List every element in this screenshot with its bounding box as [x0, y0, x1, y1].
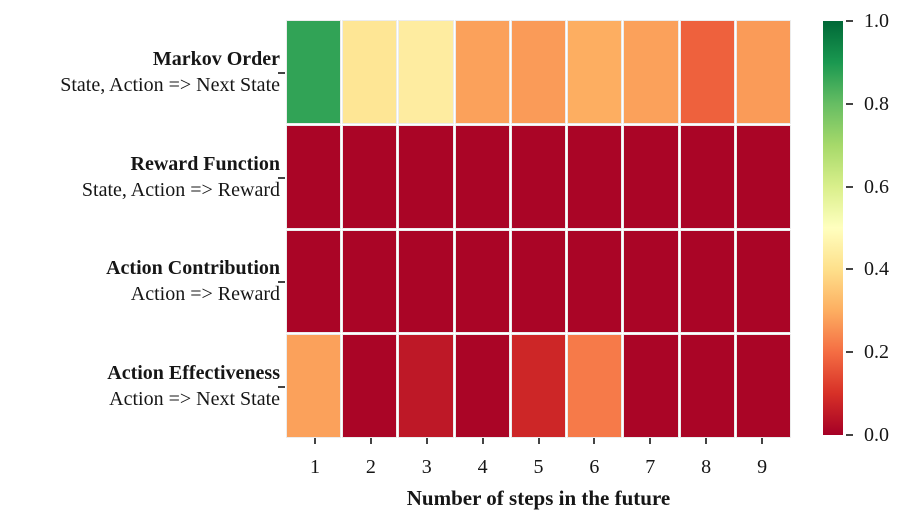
colorbar-tick — [846, 268, 853, 271]
heatmap-cell — [342, 20, 398, 124]
heatmap-cell — [454, 124, 510, 229]
x-axis-tick-label: 2 — [365, 456, 376, 478]
x-axis-tick — [399, 438, 455, 444]
heatmap-cell — [398, 229, 454, 334]
y-axis-tick — [278, 72, 285, 74]
x-axis-tick — [511, 438, 567, 444]
row-title: Action Effectiveness — [107, 362, 280, 384]
x-axis-tick-label: 1 — [309, 456, 320, 478]
x-axis-title: Number of steps in the future — [406, 486, 671, 510]
colorbar — [823, 21, 843, 435]
colorbar-tick-label: 0.4 — [864, 258, 889, 281]
colorbar-tick-label: 1.0 — [864, 10, 889, 32]
x-axis-tick-label: 8 — [701, 456, 712, 478]
heatmap-cell — [623, 334, 679, 438]
heatmap-cell — [285, 124, 342, 229]
row-label-action-effectiveness: Action Effectiveness Action => Next Stat… — [0, 360, 280, 412]
x-axis-ticks — [287, 438, 790, 444]
row-subtitle: Action => Reward — [130, 283, 280, 305]
row-subtitle: Action => Next State — [109, 388, 280, 410]
heatmap-cell — [510, 20, 567, 124]
row-title: Markov Order — [152, 48, 280, 70]
x-axis-tick-label: 3 — [421, 456, 432, 478]
x-axis-tick-label: 9 — [757, 456, 768, 478]
heatmap-cell — [567, 124, 623, 229]
row-label-reward-function: Reward Function State, Action => Reward — [0, 151, 280, 203]
heatmap-cell — [342, 334, 398, 438]
row-title: Action Contribution — [106, 257, 280, 279]
colorbar-tick-label: 0.2 — [864, 341, 889, 364]
heatmap-cell — [623, 229, 679, 334]
heatmap-cell — [567, 20, 623, 124]
heatmap-cell — [285, 20, 342, 124]
colorbar-tick — [846, 20, 853, 22]
x-axis-tick — [622, 438, 678, 444]
heatmap-cell — [342, 124, 398, 229]
heatmap-cell — [735, 229, 791, 334]
row-title: Reward Function — [130, 153, 280, 175]
heatmap-cell — [398, 124, 454, 229]
colorbar-tick-label: 0.0 — [864, 424, 889, 446]
x-axis-tick — [566, 438, 622, 444]
colorbar-tick — [846, 434, 853, 436]
heatmap-cell — [398, 20, 454, 124]
heatmap-cell — [679, 229, 735, 334]
row-label-markov-order: Markov Order State, Action => Next State — [0, 46, 280, 98]
heatmap-grid — [285, 20, 791, 438]
heatmap-cell — [398, 334, 454, 438]
heatmap-cell — [567, 334, 623, 438]
x-axis-tick — [343, 438, 399, 444]
x-axis-tick — [734, 438, 790, 444]
heatmap-cell — [510, 229, 567, 334]
heatmap-cell — [623, 20, 679, 124]
heatmap-cell — [510, 124, 567, 229]
heatmap-cell — [454, 334, 510, 438]
colorbar-tick — [846, 185, 853, 188]
heatmap-cell — [679, 334, 735, 438]
heatmap-cell — [623, 124, 679, 229]
colorbar-tick — [846, 351, 853, 354]
heatmap-cell — [454, 229, 510, 334]
row-label-action-contribution: Action Contribution Action => Reward — [0, 255, 280, 307]
heatmap-cell — [285, 229, 342, 334]
heatmap-cell — [735, 124, 791, 229]
x-axis-tick — [678, 438, 734, 444]
heatmap-cell — [735, 20, 791, 124]
row-subtitle: State, Action => Next State — [60, 74, 280, 96]
heatmap-cell — [567, 229, 623, 334]
x-axis-tick-label: 4 — [477, 456, 488, 478]
x-axis-tick-label: 7 — [645, 456, 656, 478]
heatmap-cell — [679, 124, 735, 229]
heatmap-cell — [342, 229, 398, 334]
colorbar-tick-label: 0.8 — [864, 92, 889, 115]
y-axis-tick — [278, 177, 285, 179]
x-axis-tick — [455, 438, 511, 444]
heatmap-cell — [454, 20, 510, 124]
colorbar-tick-label: 0.6 — [864, 175, 889, 198]
y-axis-tick — [278, 386, 285, 388]
colorbar-tick — [846, 102, 853, 105]
heatmap-cell — [679, 20, 735, 124]
heatmap-cell — [285, 334, 342, 438]
row-subtitle: State, Action => Reward — [81, 179, 280, 201]
heatmap-cell — [735, 334, 791, 438]
heatmap-cell — [510, 334, 567, 438]
x-axis-tick-labels: 1 2 3 4 5 6 7 8 9 — [287, 456, 790, 479]
x-axis-tick-label: 6 — [589, 456, 600, 478]
x-axis-tick-label: 5 — [533, 456, 544, 478]
x-axis-tick — [287, 438, 343, 444]
y-axis-tick — [278, 281, 285, 283]
